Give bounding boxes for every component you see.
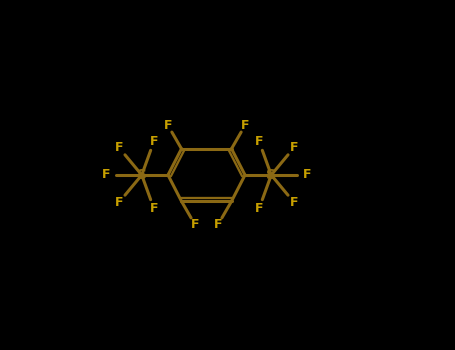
Text: F: F <box>255 202 263 215</box>
Text: F: F <box>101 168 110 182</box>
Text: F: F <box>150 135 158 148</box>
Text: F: F <box>115 196 123 209</box>
Text: F: F <box>255 135 263 148</box>
Text: F: F <box>164 119 172 132</box>
Text: F: F <box>150 202 158 215</box>
Text: S: S <box>137 168 147 182</box>
Text: F: F <box>115 141 123 154</box>
Text: S: S <box>266 168 276 182</box>
Text: F: F <box>191 218 199 231</box>
Text: F: F <box>214 218 222 231</box>
Text: F: F <box>290 196 298 209</box>
Text: F: F <box>290 141 298 154</box>
Text: F: F <box>241 119 249 132</box>
Text: F: F <box>303 168 312 182</box>
